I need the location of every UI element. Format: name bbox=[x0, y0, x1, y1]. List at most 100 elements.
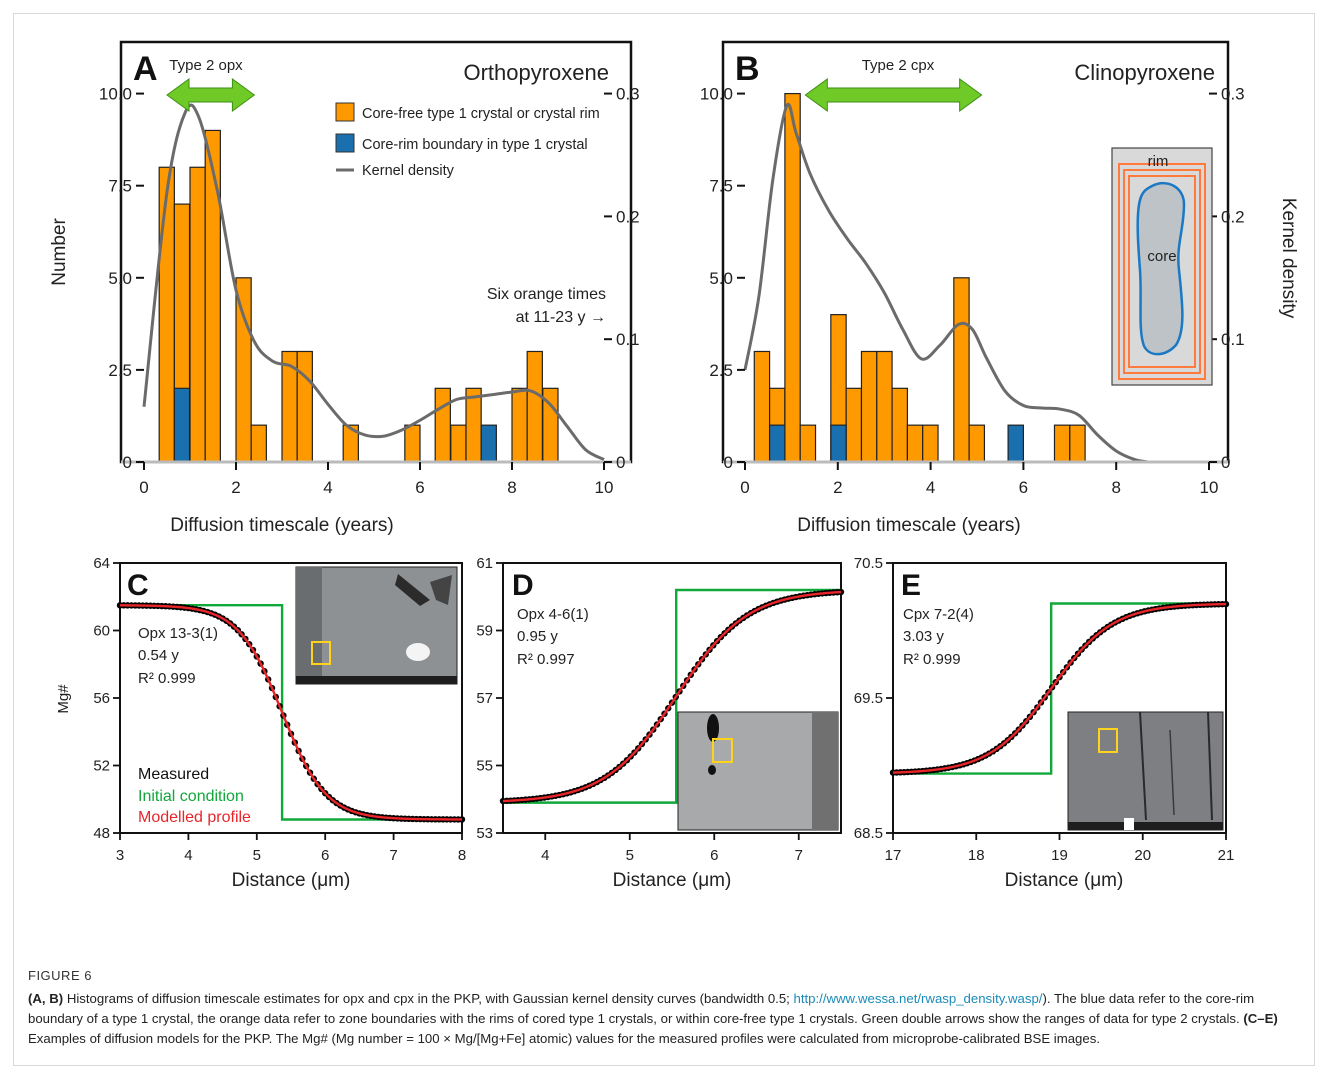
panelA-y2tick-label-1: 0.1 bbox=[616, 330, 640, 349]
panel-a-annotation-2: at 11-23 y → bbox=[516, 309, 606, 326]
panelC-ytick-label-3: 60 bbox=[93, 623, 110, 640]
panelC-xtick-label-0: 3 bbox=[116, 847, 124, 864]
panel-c-bse-image bbox=[296, 567, 457, 684]
panelA-bar-s0-14 bbox=[527, 351, 542, 462]
panel-b-title: Clinopyroxene bbox=[1074, 60, 1215, 85]
panelD-ytick-label-3: 59 bbox=[476, 623, 493, 640]
caption-link[interactable]: http://www.wessa.net/rwasp_density.wasp/ bbox=[794, 991, 1043, 1006]
legend-modelled: Modelled profile bbox=[138, 809, 251, 826]
panelA-ytick-label-1: 2.5 bbox=[108, 361, 132, 380]
panelB-bar-s0-9 bbox=[892, 388, 907, 462]
panel-b-xlabel: Diffusion timescale (years) bbox=[797, 515, 1021, 536]
panel-d-bse-edge bbox=[812, 712, 838, 830]
panelA-xtick-label-1: 2 bbox=[231, 478, 240, 497]
panelB-y2tick-label-0: 0 bbox=[1221, 453, 1230, 472]
panelA-y2tick-label-3: 0.3 bbox=[616, 85, 640, 104]
panelB-xtick-label-3: 6 bbox=[1019, 478, 1028, 497]
panelD-ytick-label-2: 57 bbox=[476, 690, 493, 707]
panel-c-xlabel: Distance (μm) bbox=[232, 870, 351, 891]
panelC-xtick-label-2: 5 bbox=[253, 847, 261, 864]
panelB-y2tick-label-2: 0.2 bbox=[1221, 207, 1245, 226]
legend-orange-label: Core-free type 1 crystal or crystal rim bbox=[362, 106, 600, 122]
panel-e-letter: E bbox=[901, 569, 921, 602]
panelA-bar-s0-9 bbox=[405, 425, 420, 462]
panel-d-xlabel: Distance (μm) bbox=[613, 870, 732, 891]
panelE-ytick-label-1: 69.5 bbox=[854, 690, 883, 707]
panel-d-time: 0.95 y bbox=[517, 628, 558, 645]
inset-rim-label: rim bbox=[1148, 153, 1169, 170]
legend-blue-label: Core-rim boundary in type 1 crystal bbox=[362, 137, 588, 153]
panel-a-ylabel: Number bbox=[49, 218, 70, 286]
panelB-bar-s1-0 bbox=[770, 425, 785, 462]
panelD-ytick-label-1: 55 bbox=[476, 758, 493, 775]
inset-core-label: core bbox=[1147, 248, 1176, 265]
panelC-ytick-label-2: 56 bbox=[93, 690, 110, 707]
panelB-bar-s0-11 bbox=[923, 425, 938, 462]
panelA-y2tick-label-0: 0 bbox=[616, 453, 625, 472]
panel-d-sample: Opx 4-6(1) bbox=[517, 606, 589, 623]
panel-a: 0 2 4 6 8 1002.55.07.510.000.10.20.3 A Orthop… bbox=[49, 42, 640, 536]
panelE-xtick-label-0: 17 bbox=[885, 847, 902, 864]
panelC-ytick-label-4: 64 bbox=[93, 555, 110, 572]
panelE-ytick-label-2: 70.5 bbox=[854, 555, 883, 572]
legend-measured: Measured bbox=[138, 766, 209, 783]
panelB-y2tick-label-1: 0.1 bbox=[1221, 330, 1245, 349]
panelB-bar-s0-13 bbox=[969, 425, 984, 462]
legend-blue-swatch bbox=[336, 134, 354, 152]
panel-c-time: 0.54 y bbox=[138, 647, 179, 664]
inset-core-shape bbox=[1138, 183, 1184, 354]
panelB-bar-s0-0 bbox=[754, 351, 769, 462]
panel-e-bse-scalebar bbox=[1068, 822, 1223, 830]
panelD-xtick-label-3: 7 bbox=[795, 847, 803, 864]
panel-a-title: Orthopyroxene bbox=[463, 60, 609, 85]
panelC-ytick-label-0: 48 bbox=[93, 825, 110, 842]
panelE-xtick-label-3: 20 bbox=[1134, 847, 1151, 864]
panelB-bar-s0-3 bbox=[800, 425, 815, 462]
panel-c-bse-grain bbox=[296, 567, 322, 684]
panelB-y2tick-label-3: 0.3 bbox=[1221, 85, 1245, 104]
panel-e-xlabel: Distance (μm) bbox=[1005, 870, 1124, 891]
panel-d-bse-image bbox=[678, 712, 838, 830]
panelB-bar-s0-15 bbox=[1070, 425, 1085, 462]
panel-b-y2label: Kernel density bbox=[1278, 198, 1299, 319]
panelA-ytick-label-0: 0 bbox=[123, 453, 132, 472]
panelD-xtick-label-0: 4 bbox=[541, 847, 549, 864]
panelC-xtick-label-5: 8 bbox=[458, 847, 466, 864]
panelA-bar-s0-3 bbox=[205, 130, 220, 462]
panelE-xtick-label-2: 19 bbox=[1051, 847, 1068, 864]
panelA-bar-s0-13 bbox=[512, 388, 527, 462]
panelB-bar-s1-1 bbox=[831, 425, 846, 462]
panel-d-r2: R² 0.997 bbox=[517, 651, 575, 668]
panelB-ytick-label-2: 5.0 bbox=[709, 269, 733, 288]
panel-c-bse-scalebar bbox=[296, 676, 457, 684]
panelB-bar-s0-2 bbox=[785, 94, 800, 462]
panelD-xtick-label-1: 5 bbox=[626, 847, 634, 864]
caption-text: (A, B) Histograms of diffusion timescale… bbox=[28, 989, 1308, 1049]
panel-e-bse-speck bbox=[1124, 818, 1134, 830]
panelA-bar-s0-10 bbox=[435, 388, 450, 462]
panelB-ytick-label-1: 2.5 bbox=[709, 361, 733, 380]
caption-bold-ce: (C–E) bbox=[1243, 1011, 1277, 1026]
panelB-bar-s0-6 bbox=[846, 388, 861, 462]
panelA-xtick-label-3: 6 bbox=[415, 478, 424, 497]
caption-bold-ab: (A, B) bbox=[28, 991, 63, 1006]
panel-d-letter: D bbox=[512, 569, 534, 602]
panelB-xtick-label-4: 8 bbox=[1111, 478, 1120, 497]
panelE-xtick-label-1: 18 bbox=[968, 847, 985, 864]
legend-kde-label: Kernel density bbox=[362, 163, 455, 179]
panelE-xtick-label-4: 21 bbox=[1218, 847, 1235, 864]
panelB-ytick-label-4: 10.0 bbox=[700, 85, 733, 104]
panelA-bar-s1-1 bbox=[481, 425, 496, 462]
panel-b-letter: B bbox=[735, 50, 760, 88]
caption-part-1: Histograms of diffusion timescale estima… bbox=[63, 991, 793, 1006]
panel-a-arrow-label: Type 2 opx bbox=[169, 57, 243, 74]
panelB-ytick-label-3: 7.5 bbox=[709, 177, 733, 196]
figure-caption: FIGURE 6 (A, B) Histograms of diffusion … bbox=[28, 968, 1308, 1049]
panelA-xtick-label-0: 0 bbox=[139, 478, 148, 497]
panelA-bar-s0-2 bbox=[190, 167, 205, 462]
panel-e-sample: Cpx 7-2(4) bbox=[903, 606, 974, 623]
panelB-bar-s1-2 bbox=[1008, 425, 1023, 462]
panelC-xtick-label-3: 6 bbox=[321, 847, 329, 864]
